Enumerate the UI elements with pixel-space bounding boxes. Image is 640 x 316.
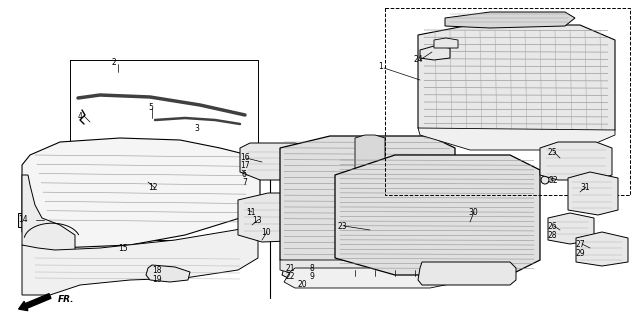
- Polygon shape: [22, 225, 258, 295]
- Polygon shape: [240, 143, 318, 180]
- Polygon shape: [576, 232, 628, 266]
- Text: 24: 24: [414, 55, 424, 64]
- Bar: [238, 168, 248, 177]
- Text: 9: 9: [310, 272, 315, 281]
- Text: 28: 28: [548, 231, 557, 240]
- Circle shape: [541, 176, 549, 184]
- Polygon shape: [445, 12, 575, 28]
- Text: 17: 17: [240, 161, 250, 170]
- Text: 30: 30: [468, 208, 477, 217]
- Text: 15: 15: [118, 244, 127, 253]
- Text: 14: 14: [18, 215, 28, 224]
- Text: 2: 2: [112, 58, 116, 67]
- FancyArrow shape: [19, 294, 51, 311]
- Text: FR.: FR.: [58, 295, 74, 304]
- Text: 21: 21: [286, 264, 296, 273]
- Text: 3: 3: [194, 124, 199, 133]
- Text: 18: 18: [152, 266, 161, 275]
- Bar: [122, 240, 136, 250]
- Polygon shape: [434, 38, 458, 48]
- Text: 11: 11: [246, 208, 255, 217]
- Polygon shape: [282, 258, 362, 284]
- Polygon shape: [418, 128, 615, 150]
- Polygon shape: [146, 265, 190, 282]
- Text: 6: 6: [242, 170, 247, 179]
- Polygon shape: [355, 135, 385, 274]
- Text: 20: 20: [298, 280, 308, 289]
- Polygon shape: [280, 136, 455, 272]
- Polygon shape: [418, 25, 615, 145]
- Text: 25: 25: [548, 148, 557, 157]
- Text: 19: 19: [152, 275, 162, 284]
- Text: 10: 10: [261, 228, 271, 237]
- Polygon shape: [568, 172, 618, 215]
- Text: 12: 12: [148, 183, 157, 192]
- Text: 13: 13: [252, 216, 262, 225]
- Polygon shape: [540, 142, 612, 180]
- Text: 5: 5: [148, 103, 153, 112]
- Text: 16: 16: [240, 153, 250, 162]
- Polygon shape: [22, 138, 260, 248]
- Text: 31: 31: [580, 183, 589, 192]
- Text: 26: 26: [548, 222, 557, 231]
- Text: 7: 7: [242, 178, 247, 187]
- Polygon shape: [22, 175, 75, 262]
- Bar: [18, 213, 36, 227]
- Polygon shape: [238, 193, 340, 242]
- Text: 4: 4: [78, 112, 83, 121]
- Text: 29: 29: [576, 249, 586, 258]
- Polygon shape: [335, 155, 540, 275]
- Text: 1: 1: [378, 62, 383, 71]
- Polygon shape: [548, 213, 594, 244]
- Polygon shape: [420, 46, 450, 60]
- Polygon shape: [418, 262, 516, 285]
- Text: 22: 22: [286, 272, 296, 281]
- Polygon shape: [284, 268, 450, 288]
- Text: 23: 23: [338, 222, 348, 231]
- Text: 32: 32: [548, 176, 557, 185]
- Polygon shape: [280, 260, 455, 280]
- Text: 8: 8: [310, 264, 315, 273]
- Text: 27: 27: [576, 240, 586, 249]
